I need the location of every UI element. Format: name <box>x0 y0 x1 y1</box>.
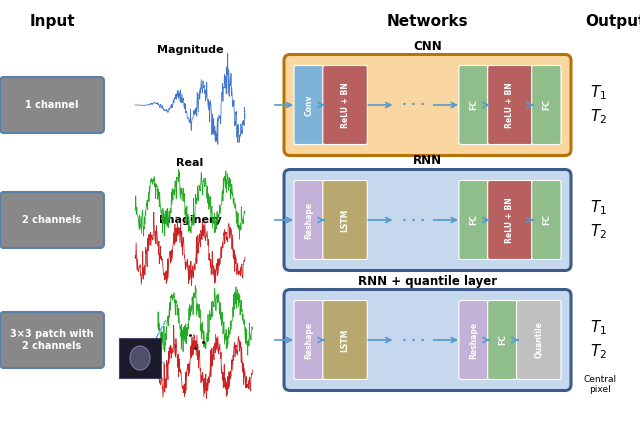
FancyBboxPatch shape <box>294 300 323 380</box>
Text: LSTM: LSTM <box>340 328 349 352</box>
Text: Input: Input <box>29 14 75 29</box>
Text: ReLU + BN: ReLU + BN <box>340 82 349 128</box>
FancyBboxPatch shape <box>0 77 104 133</box>
Text: $T_2$: $T_2$ <box>590 223 607 242</box>
Text: Imaginery: Imaginery <box>159 215 221 225</box>
Text: RNN + quantile layer: RNN + quantile layer <box>358 275 497 287</box>
Text: FC: FC <box>469 214 478 225</box>
Text: ReLU + BN: ReLU + BN <box>506 82 515 128</box>
Text: Real: Real <box>177 158 204 168</box>
Text: · · ·: · · · <box>401 214 424 227</box>
FancyBboxPatch shape <box>532 181 561 260</box>
Text: 3×3 patch with
2 channels: 3×3 patch with 2 channels <box>10 329 93 351</box>
Text: $T_1$: $T_1$ <box>590 199 607 218</box>
Text: Reshape: Reshape <box>469 321 478 359</box>
Text: Output: Output <box>585 14 640 29</box>
FancyBboxPatch shape <box>284 54 571 155</box>
FancyBboxPatch shape <box>532 66 561 145</box>
FancyBboxPatch shape <box>323 300 367 380</box>
Text: · · ·: · · · <box>401 333 424 347</box>
Text: Conv: Conv <box>304 94 313 116</box>
Text: $T_2$: $T_2$ <box>590 108 607 127</box>
Text: FC: FC <box>469 100 478 110</box>
Text: FC: FC <box>542 100 551 110</box>
Text: CNN: CNN <box>413 39 442 52</box>
Text: ReLU + BN: ReLU + BN <box>506 197 515 243</box>
Text: RNN: RNN <box>413 154 442 167</box>
Text: Magnitude: Magnitude <box>157 45 223 55</box>
Text: 2 channels: 2 channels <box>22 215 82 225</box>
FancyBboxPatch shape <box>488 66 532 145</box>
FancyBboxPatch shape <box>0 192 104 248</box>
FancyBboxPatch shape <box>459 181 488 260</box>
Text: Quantile: Quantile <box>534 322 543 359</box>
Text: Reshape: Reshape <box>304 202 313 239</box>
Text: Reshape: Reshape <box>304 321 313 359</box>
FancyBboxPatch shape <box>284 290 571 390</box>
FancyBboxPatch shape <box>284 169 571 271</box>
Text: $T_2$: $T_2$ <box>590 343 607 361</box>
FancyBboxPatch shape <box>516 300 561 380</box>
Text: Networks: Networks <box>386 14 468 29</box>
FancyBboxPatch shape <box>459 300 488 380</box>
FancyBboxPatch shape <box>294 66 323 145</box>
Polygon shape <box>130 346 150 370</box>
Text: FC: FC <box>542 214 551 225</box>
Text: $T_1$: $T_1$ <box>590 319 607 337</box>
Text: $T_1$: $T_1$ <box>590 84 607 103</box>
Text: FC: FC <box>498 335 507 345</box>
FancyBboxPatch shape <box>294 181 323 260</box>
FancyBboxPatch shape <box>459 66 488 145</box>
Text: 1 channel: 1 channel <box>25 100 79 110</box>
Text: Central
pixel: Central pixel <box>584 375 616 394</box>
Text: LSTM: LSTM <box>340 208 349 232</box>
FancyBboxPatch shape <box>323 181 367 260</box>
FancyBboxPatch shape <box>488 181 532 260</box>
Text: · · ·: · · · <box>401 99 424 112</box>
FancyBboxPatch shape <box>119 338 161 378</box>
FancyBboxPatch shape <box>488 300 517 380</box>
FancyBboxPatch shape <box>0 312 104 368</box>
FancyBboxPatch shape <box>323 66 367 145</box>
